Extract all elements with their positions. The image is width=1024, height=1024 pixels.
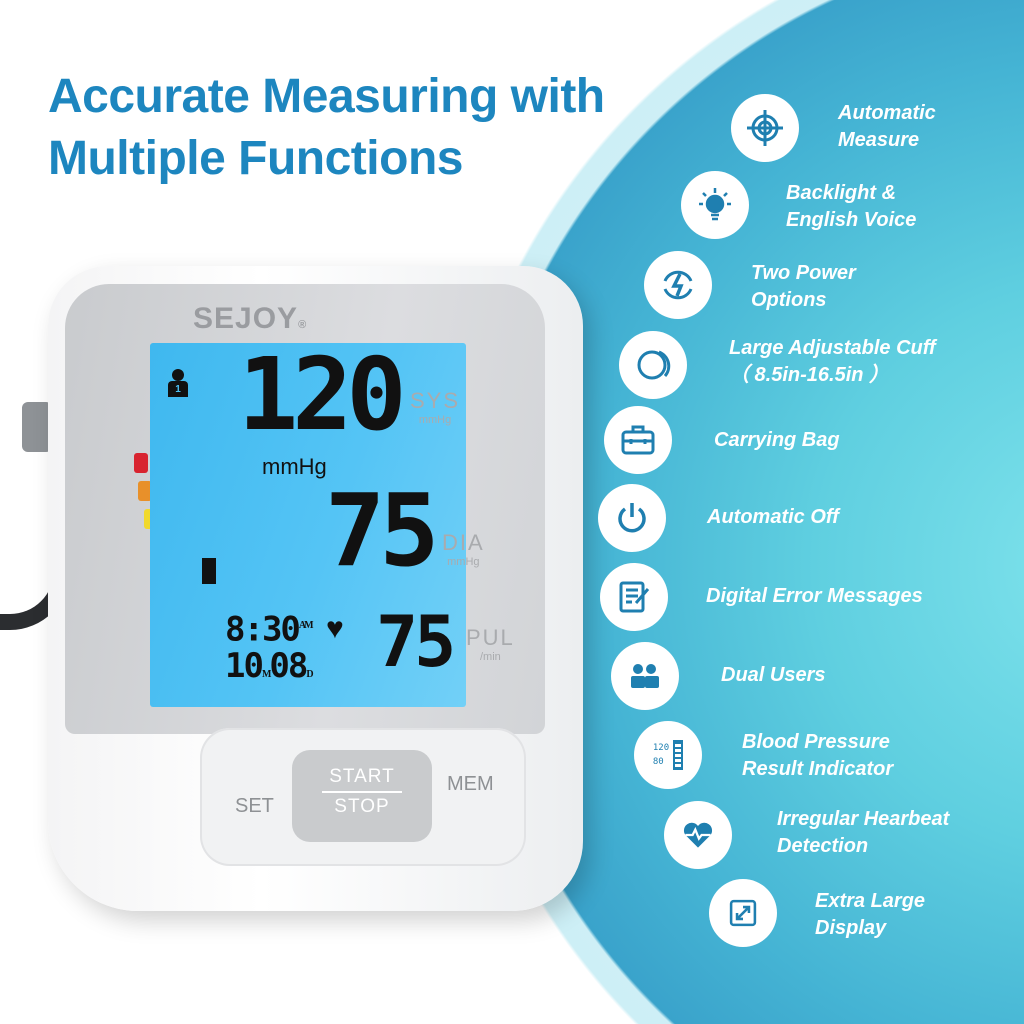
feature-bp-result-indicator: Blood Pressure Result Indicator — [742, 731, 894, 780]
tube-connector — [22, 402, 52, 452]
feature-dual-users: Dual Users — [721, 664, 826, 686]
diastolic-value: 75 — [325, 472, 439, 589]
document-edit-icon — [600, 563, 668, 631]
feature-irregular-heartbeat: Irregular Hearbeat Detection — [777, 808, 950, 857]
expand-icon — [709, 879, 777, 947]
start-stop-button[interactable]: START STOP — [292, 750, 432, 842]
brand-logo: SEJOY® — [193, 302, 308, 335]
indicator-bar-red — [134, 453, 148, 473]
feature-automatic-off: Automatic Off — [707, 506, 839, 528]
feature-extra-large-display: Extra Large Display — [815, 890, 926, 939]
title-line-2: Multiple Functions — [48, 132, 463, 185]
dia-label: DIA mmHg — [442, 530, 485, 568]
heartbeat-icon — [664, 801, 732, 869]
sys-label: SYS mmHg — [410, 388, 461, 426]
title-line-1: Accurate Measuring with — [48, 70, 605, 123]
bp-indicator-bars — [134, 453, 176, 613]
feature-adjustable-cuff: Large Adjustable Cuff （ 8.5in-16.5in ） — [729, 337, 936, 386]
pul-label: PUL/min — [466, 625, 515, 663]
heart-icon: ♥ — [326, 612, 344, 645]
irregular-marker — [202, 558, 216, 584]
feature-automatic-measure: Automatic Measure — [838, 102, 936, 151]
feature-carrying-bag: Carrying Bag — [714, 429, 840, 451]
mem-button[interactable]: MEM — [447, 773, 494, 795]
date-value: 10M08D — [225, 646, 314, 686]
indicator-bar-orange — [138, 481, 152, 501]
page-title: Accurate Measuring with Multiple Functio… — [48, 66, 605, 190]
systolic-value: 120 — [238, 336, 407, 453]
lcd-screen: 1 120 mmHg 75 8:30AM 10M08D ♥ 75 — [150, 343, 466, 707]
power-cycle-icon — [644, 251, 712, 319]
bp-indicator-icon: 120 80 — [634, 721, 702, 789]
feature-backlight-voice: Backlight & English Voice — [786, 182, 917, 231]
stop-label: STOP — [334, 796, 390, 817]
feature-two-power-options: Two Power Options — [751, 262, 856, 311]
cuff-icon — [619, 331, 687, 399]
pulse-value: 75 — [376, 601, 456, 683]
lightbulb-icon — [681, 171, 749, 239]
unit-label: mmHg — [262, 454, 327, 479]
power-icon — [598, 484, 666, 552]
start-label: START — [329, 766, 395, 787]
time-value: 8:30AM — [225, 609, 314, 650]
target-icon — [731, 94, 799, 162]
divider — [322, 791, 402, 793]
user-icon: 1 — [168, 369, 188, 399]
briefcase-icon — [604, 406, 672, 474]
set-button[interactable]: SET — [235, 795, 274, 817]
users-icon — [611, 642, 679, 710]
feature-error-messages: Digital Error Messages — [706, 585, 923, 607]
